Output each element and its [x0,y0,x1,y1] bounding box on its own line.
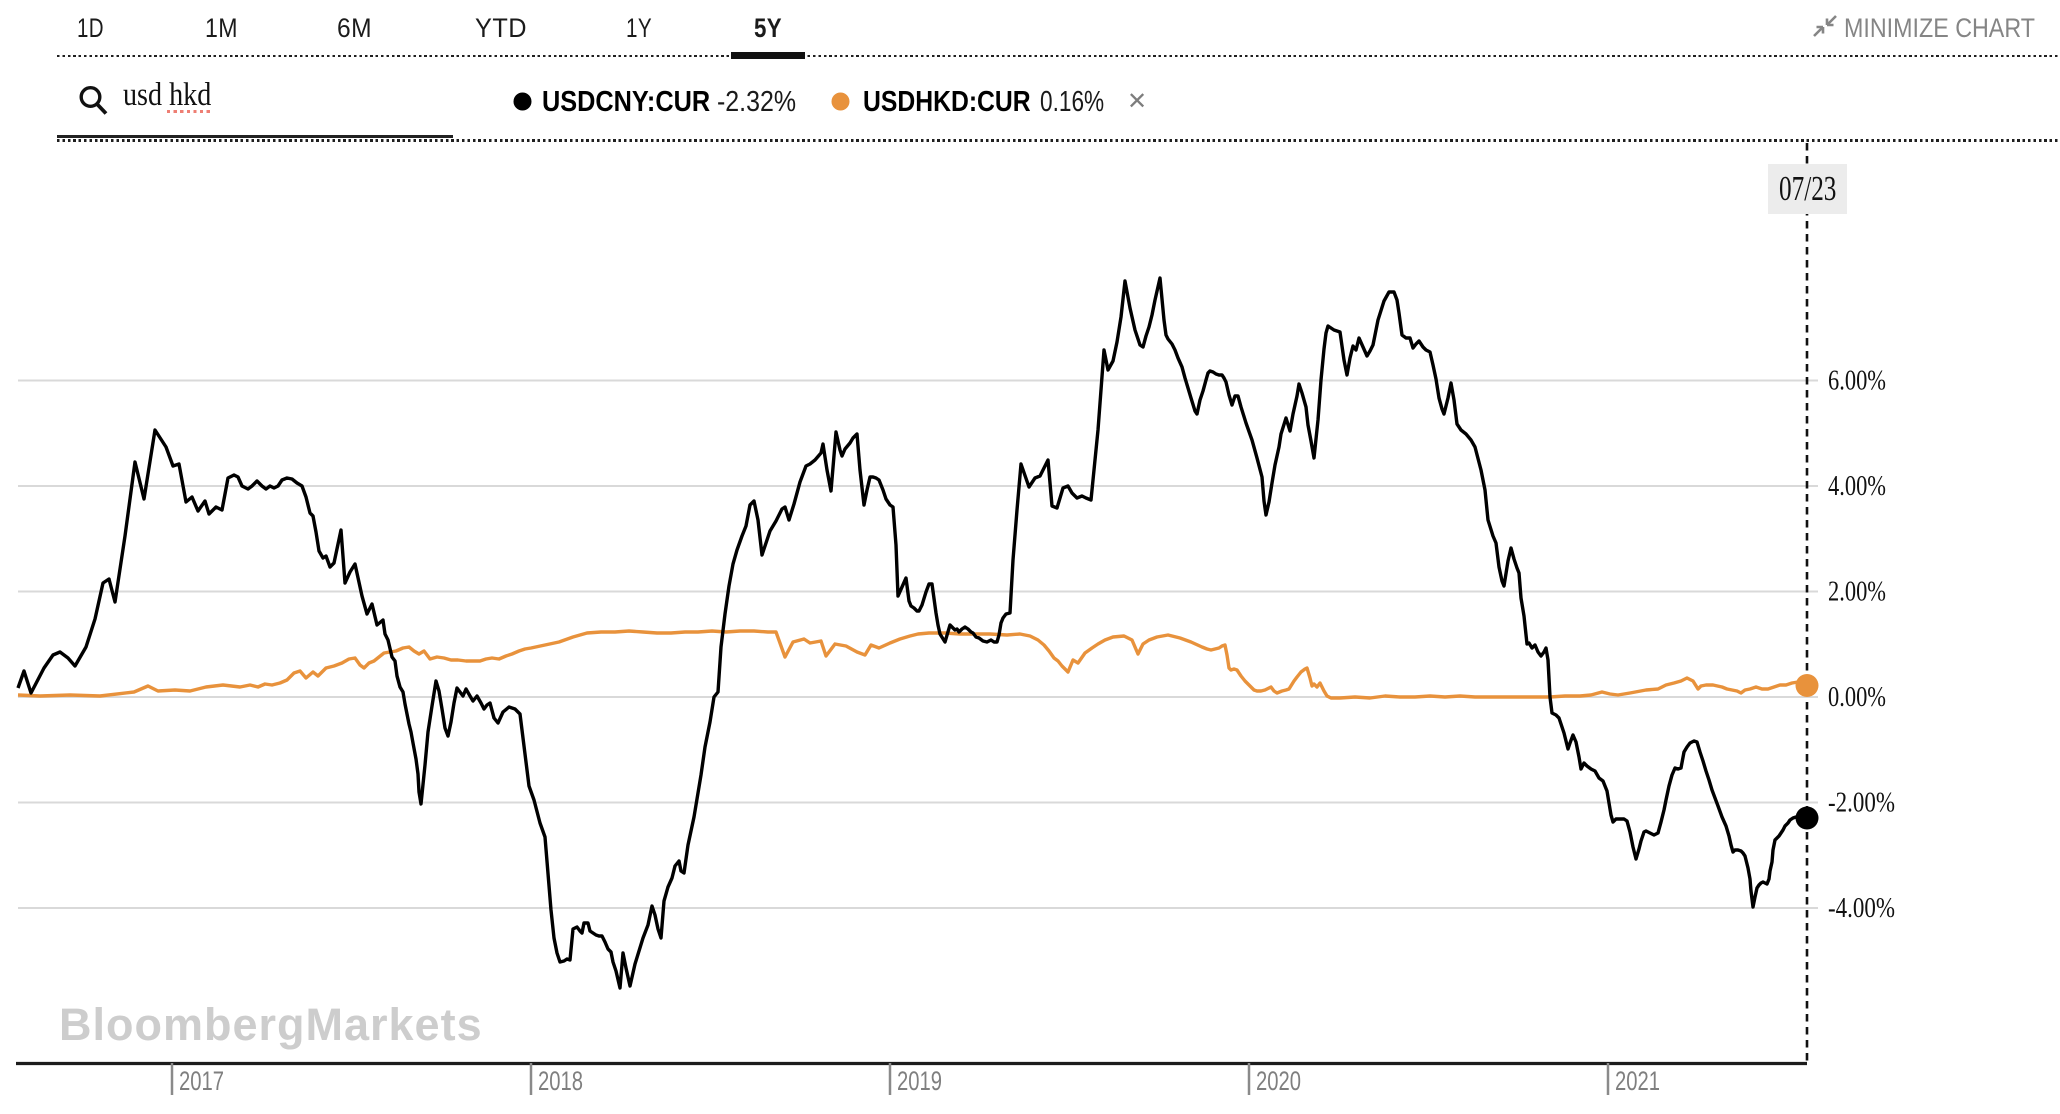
svg-text:2020: 2020 [1256,1066,1301,1096]
svg-text:-4.00%: -4.00% [1828,892,1895,924]
svg-text:-2.00%: -2.00% [1828,787,1895,819]
svg-text:2018: 2018 [538,1066,583,1096]
svg-text:6.00%: 6.00% [1828,365,1886,397]
svg-text:2019: 2019 [897,1066,942,1096]
svg-text:2.00%: 2.00% [1828,576,1886,608]
svg-text:0.00%: 0.00% [1828,681,1886,713]
svg-text:2017: 2017 [179,1066,224,1096]
svg-text:2021: 2021 [1615,1066,1660,1096]
svg-text:4.00%: 4.00% [1828,470,1886,502]
